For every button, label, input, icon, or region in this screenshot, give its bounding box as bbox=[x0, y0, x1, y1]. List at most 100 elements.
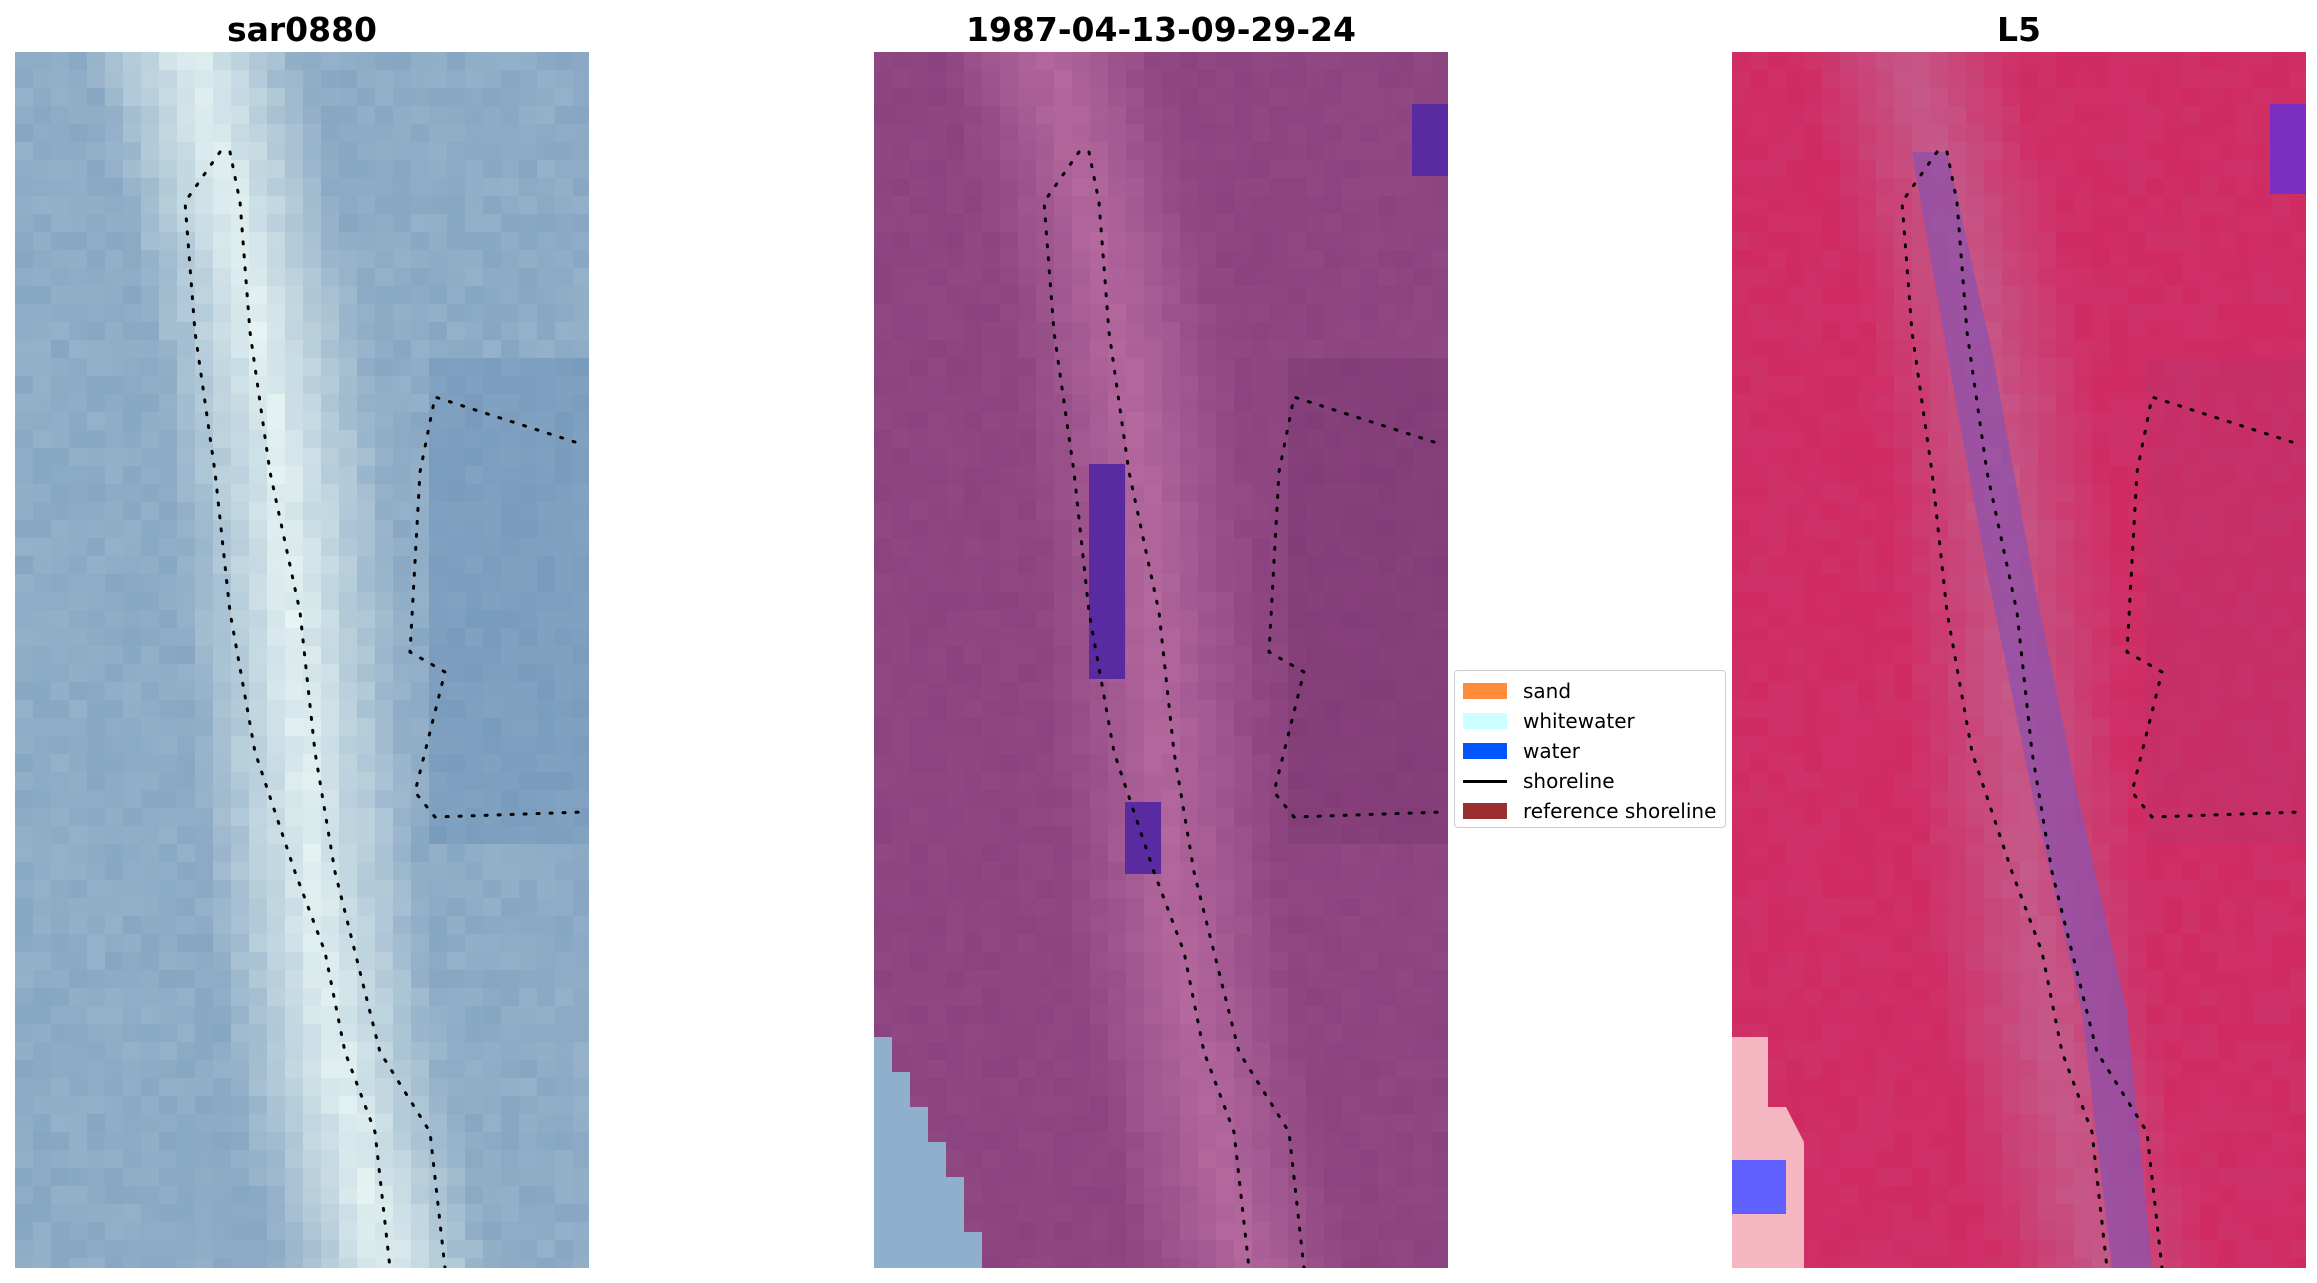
pixel bbox=[321, 1042, 340, 1061]
pixel bbox=[87, 574, 106, 593]
pixel bbox=[1360, 88, 1379, 107]
pixel bbox=[321, 466, 340, 485]
pixel bbox=[195, 52, 214, 71]
pixel bbox=[1840, 232, 1859, 251]
pixel bbox=[267, 772, 286, 791]
pixel bbox=[339, 1078, 358, 1097]
pixel bbox=[411, 358, 430, 377]
pixel bbox=[537, 1042, 556, 1061]
pixel bbox=[2092, 124, 2111, 143]
pixel bbox=[231, 790, 250, 809]
pixel bbox=[2254, 88, 2273, 107]
pixel bbox=[1342, 430, 1361, 449]
pixel bbox=[555, 1042, 574, 1061]
pixel bbox=[213, 862, 232, 881]
pixel bbox=[1180, 448, 1199, 467]
pixel bbox=[2110, 340, 2129, 359]
pixel bbox=[2092, 160, 2111, 179]
pixel bbox=[1018, 700, 1037, 719]
pixel bbox=[105, 250, 124, 269]
pixel bbox=[339, 754, 358, 773]
pixel bbox=[465, 754, 484, 773]
pixel bbox=[2038, 142, 2057, 161]
pixel bbox=[1270, 952, 1289, 971]
pixel bbox=[411, 1204, 430, 1223]
pixel bbox=[1378, 448, 1397, 467]
pixel bbox=[87, 358, 106, 377]
pixel bbox=[33, 340, 52, 359]
pixel bbox=[982, 916, 1001, 935]
pixel bbox=[910, 124, 929, 143]
pixel bbox=[87, 430, 106, 449]
pixel bbox=[874, 664, 893, 683]
pixel bbox=[1018, 916, 1037, 935]
panel-title-mndwi: L5 bbox=[1997, 10, 2041, 49]
pixel bbox=[1360, 250, 1379, 269]
pixel bbox=[1000, 1258, 1019, 1268]
pixel bbox=[1288, 952, 1307, 971]
pixel bbox=[2110, 196, 2129, 215]
pixel bbox=[1396, 808, 1415, 827]
pixel bbox=[964, 1150, 983, 1169]
pixel bbox=[1432, 88, 1448, 107]
pixel bbox=[573, 70, 589, 89]
pixel bbox=[15, 808, 34, 827]
pixel bbox=[946, 322, 965, 341]
pixel bbox=[465, 1114, 484, 1133]
pixel bbox=[303, 538, 322, 557]
pixel bbox=[1126, 700, 1145, 719]
pixel bbox=[2218, 214, 2237, 233]
pixel bbox=[1432, 304, 1448, 323]
pixel bbox=[1054, 808, 1073, 827]
pixel bbox=[1786, 268, 1805, 287]
pixel bbox=[429, 844, 448, 863]
pixel bbox=[375, 970, 394, 989]
pixel bbox=[51, 70, 70, 89]
pixel bbox=[964, 1060, 983, 1079]
pixel bbox=[1930, 340, 1949, 359]
pixel bbox=[231, 700, 250, 719]
pixel bbox=[964, 340, 983, 359]
pixel bbox=[105, 1114, 124, 1133]
pixel bbox=[429, 1006, 448, 1025]
pixel bbox=[1306, 70, 1325, 89]
pixel bbox=[339, 844, 358, 863]
pixel bbox=[1198, 628, 1217, 647]
pixel bbox=[1054, 106, 1073, 125]
pixel bbox=[501, 124, 520, 143]
pixel bbox=[1234, 1204, 1253, 1223]
pixel bbox=[1054, 934, 1073, 953]
pixel bbox=[519, 826, 538, 845]
pixel bbox=[1750, 376, 1769, 395]
pixel bbox=[1252, 934, 1271, 953]
pixel bbox=[159, 664, 178, 683]
pixel bbox=[1306, 196, 1325, 215]
pixel bbox=[1984, 268, 2003, 287]
pixel bbox=[982, 952, 1001, 971]
pixel bbox=[69, 232, 88, 251]
pixel bbox=[2146, 124, 2165, 143]
pixel bbox=[1018, 1240, 1037, 1259]
pixel bbox=[1396, 70, 1415, 89]
pixel bbox=[1822, 88, 1841, 107]
pixel bbox=[910, 646, 929, 665]
pixel bbox=[483, 880, 502, 899]
pixel bbox=[123, 1096, 142, 1115]
pixel bbox=[1360, 916, 1379, 935]
pixel bbox=[964, 1042, 983, 1061]
pixel bbox=[1270, 1204, 1289, 1223]
pixel bbox=[1090, 916, 1109, 935]
pixel bbox=[1396, 988, 1415, 1007]
pixel bbox=[1288, 988, 1307, 1007]
pixel bbox=[15, 952, 34, 971]
pixel bbox=[519, 898, 538, 917]
pixel bbox=[1876, 124, 1895, 143]
pixel bbox=[33, 196, 52, 215]
pixel bbox=[15, 970, 34, 989]
pixel bbox=[1180, 358, 1199, 377]
pixel bbox=[375, 646, 394, 665]
pixel bbox=[946, 610, 965, 629]
pixel bbox=[33, 214, 52, 233]
pixel bbox=[375, 682, 394, 701]
pixel bbox=[573, 124, 589, 143]
